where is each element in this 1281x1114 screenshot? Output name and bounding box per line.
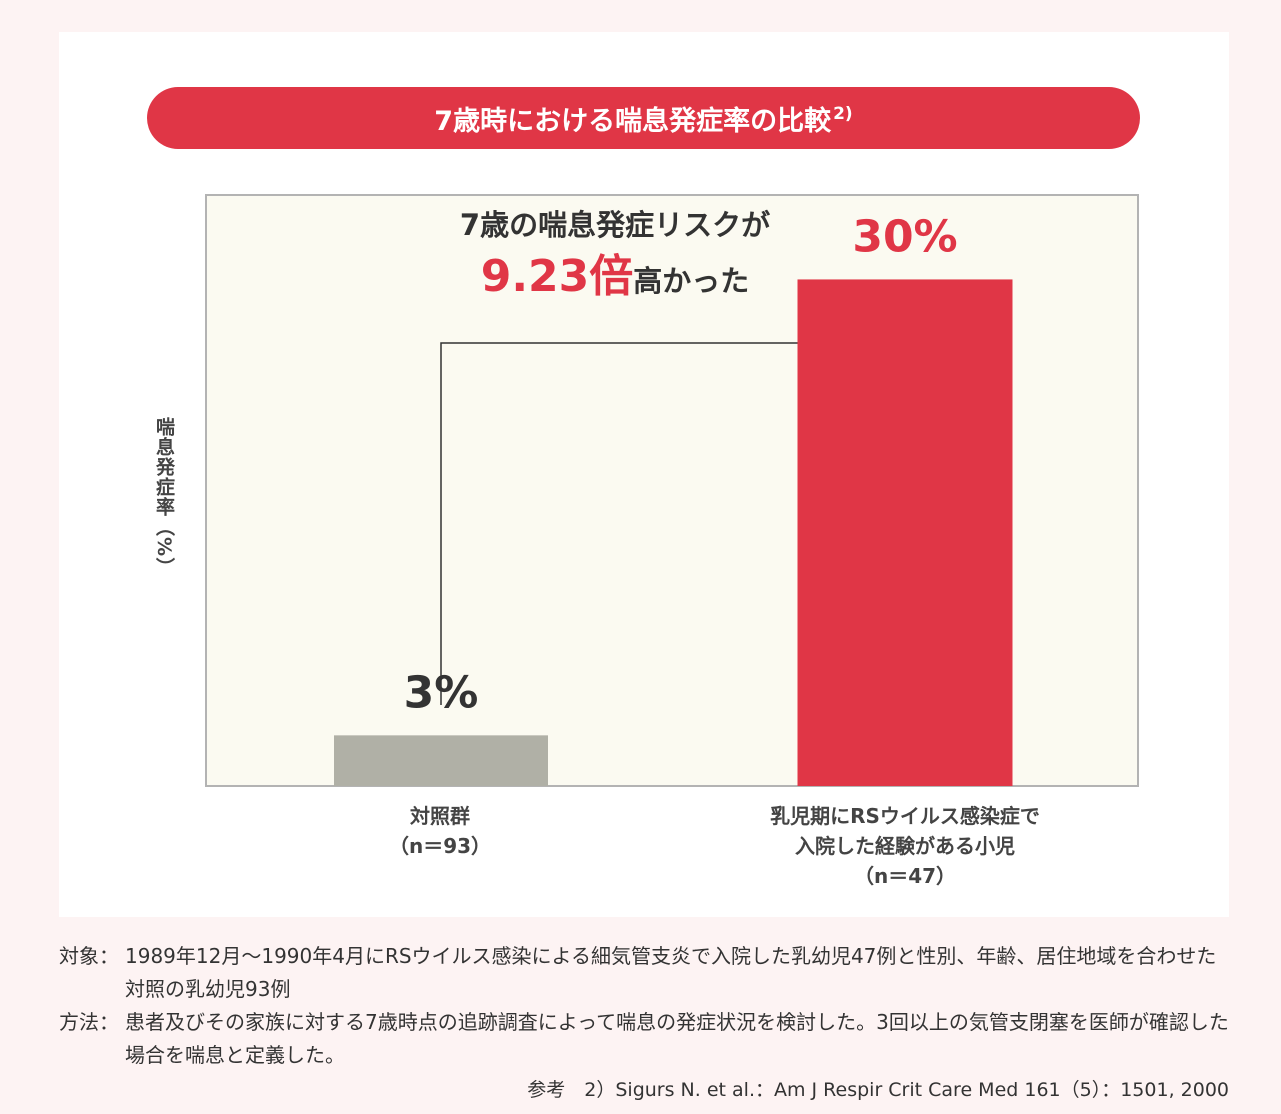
footnote-method: 方法： 患者及びその家族に対する7歳時点の追跡調査によって喘息の発症状況を検討し…	[59, 1006, 1229, 1072]
category-name: 乳児期にRSウイルス感染症で	[770, 804, 1040, 828]
footnote-text: 患者及びその家族に対する7歳時点の追跡調査によって喘息の発症状況を検討した。3回…	[125, 1010, 1229, 1067]
bar-control-group	[334, 735, 548, 786]
risk-multiplier: 9.23倍	[480, 251, 634, 302]
footnotes: 対象： 1989年12月〜1990年4月にRSウイルス感染による細気管支炎で入院…	[59, 940, 1229, 1107]
data-label-control-group: 3%	[404, 667, 479, 718]
bar-rsv-group	[797, 279, 1013, 786]
footnote-key: 方法：	[59, 1010, 119, 1034]
category-n: （n＝93）	[388, 834, 492, 858]
footnote-text: 1989年12月〜1990年4月にRSウイルス感染による細気管支炎で入院した乳幼…	[125, 944, 1217, 1001]
annotation-line2-rest: 高かった	[633, 264, 750, 298]
footnote-key: 対象：	[59, 944, 119, 968]
reference-citation: 参考 2）Sigurs N. et al.：Am J Respir Crit C…	[527, 1079, 1229, 1101]
chart-title: 7歳時における喘息発症率の比較	[434, 105, 832, 137]
category-label-control: 対照群 （n＝93）	[340, 801, 540, 861]
annotation-line2: 9.23倍高かった	[250, 247, 980, 311]
data-label-rsv-group: 30%	[852, 211, 957, 262]
chart-title-bar: 7歳時における喘息発症率の比較 2)	[147, 87, 1140, 149]
category-n: （n＝47）	[853, 864, 957, 888]
category-name: 対照群	[410, 804, 470, 828]
risk-annotation: 7歳の喘息発症リスクが 9.23倍高かった	[250, 205, 980, 311]
category-name-line2: 入院した経験がある小児	[795, 834, 1015, 858]
title-reference: 2)	[833, 104, 853, 124]
footnote-subject: 対象： 1989年12月〜1990年4月にRSウイルス感染による細気管支炎で入院…	[59, 940, 1229, 1006]
y-axis-label: 喘息発症率（%）	[153, 417, 175, 578]
category-label-rsv: 乳児期にRSウイルス感染症で 入院した経験がある小児 （n＝47）	[735, 801, 1075, 891]
annotation-line1: 7歳の喘息発症リスクが	[459, 208, 771, 242]
